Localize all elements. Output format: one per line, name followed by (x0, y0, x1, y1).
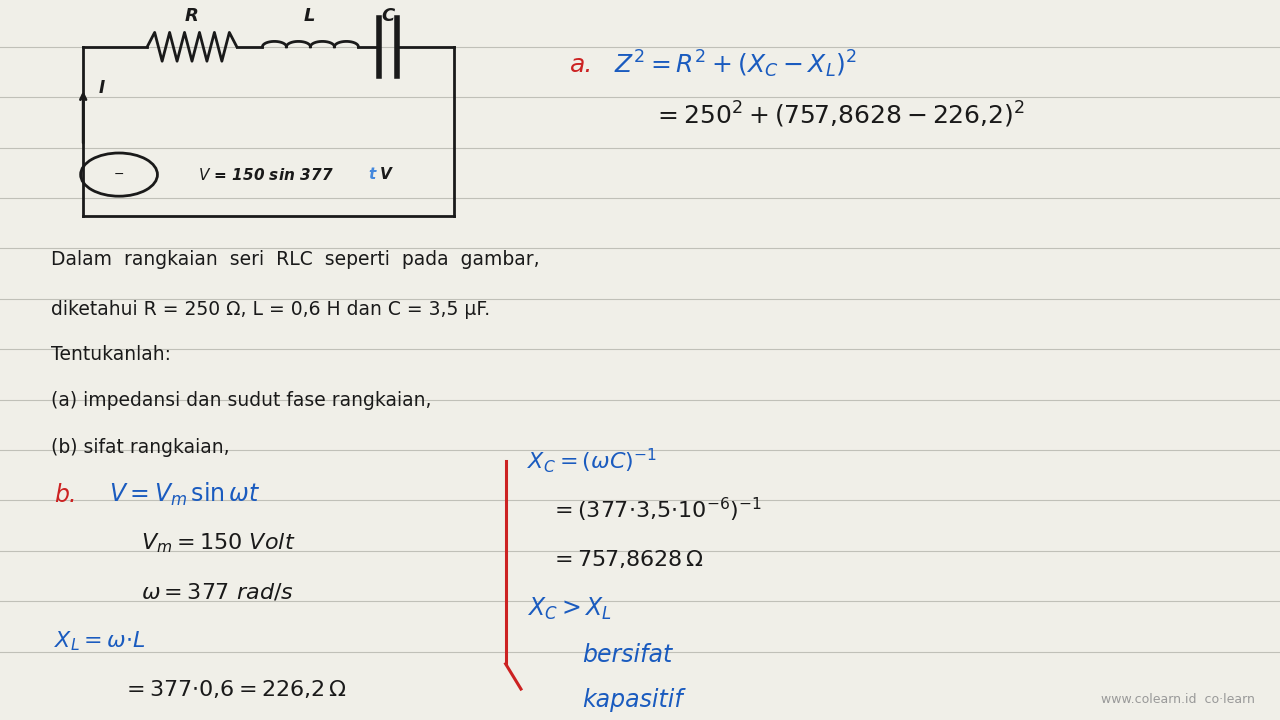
Text: kapasitif: kapasitif (582, 688, 684, 712)
Text: $X_L = \omega{\cdot}L$: $X_L = \omega{\cdot}L$ (54, 629, 146, 652)
Text: $Z^2 = R^2 + (X_C - X_L)^2$: $Z^2 = R^2 + (X_C - X_L)^2$ (614, 49, 858, 81)
Text: $V_m = 150\ Volt$: $V_m = 150\ Volt$ (141, 531, 296, 554)
Text: I: I (99, 79, 105, 97)
Text: $\omega = 377\ rad/s$: $\omega = 377\ rad/s$ (141, 581, 293, 603)
Text: L: L (305, 7, 315, 25)
Text: a.: a. (570, 53, 593, 77)
Text: $= 250^2 + (757{,}8628 - 226{,}2)^2$: $= 250^2 + (757{,}8628 - 226{,}2)^2$ (653, 100, 1025, 130)
Text: −: − (114, 168, 124, 181)
Text: $= 757{,}8628\,\Omega$: $= 757{,}8628\,\Omega$ (550, 548, 704, 570)
Text: $V$ = 150 sin 377: $V$ = 150 sin 377 (198, 166, 334, 183)
Text: Tentukanlah:: Tentukanlah: (51, 345, 172, 364)
Text: $= (377{\cdot}3{,}5{\cdot}10^{-6})^{-1}$: $= (377{\cdot}3{,}5{\cdot}10^{-6})^{-1}$ (550, 495, 763, 524)
Text: www.colearn.id  co·learn: www.colearn.id co·learn (1101, 693, 1254, 706)
Text: C: C (381, 7, 394, 25)
Text: V: V (380, 167, 392, 182)
Text: b.: b. (54, 482, 77, 507)
Text: $X_C > X_L$: $X_C > X_L$ (527, 595, 612, 621)
Text: $V = V_m\,\sin\omega t$: $V = V_m\,\sin\omega t$ (109, 481, 260, 508)
Text: $X_C = (\omega C)^{-1}$: $X_C = (\omega C)^{-1}$ (527, 446, 658, 475)
Text: Dalam  rangkaian  seri  RLC  seperti  pada  gambar,: Dalam rangkaian seri RLC seperti pada ga… (51, 250, 540, 269)
Text: (b) sifat rangkaian,: (b) sifat rangkaian, (51, 438, 230, 457)
Text: bersifat: bersifat (582, 643, 673, 667)
Text: R: R (186, 7, 198, 25)
Text: $= 377{\cdot}0{,}6 = 226{,}2\,\Omega$: $= 377{\cdot}0{,}6 = 226{,}2\,\Omega$ (122, 678, 346, 700)
Text: t: t (369, 167, 376, 182)
Text: (a) impedansi dan sudut fase rangkaian,: (a) impedansi dan sudut fase rangkaian, (51, 391, 431, 410)
Text: diketahui R = 250 Ω, L = 0,6 H dan C = 3,5 μF.: diketahui R = 250 Ω, L = 0,6 H dan C = 3… (51, 300, 490, 319)
